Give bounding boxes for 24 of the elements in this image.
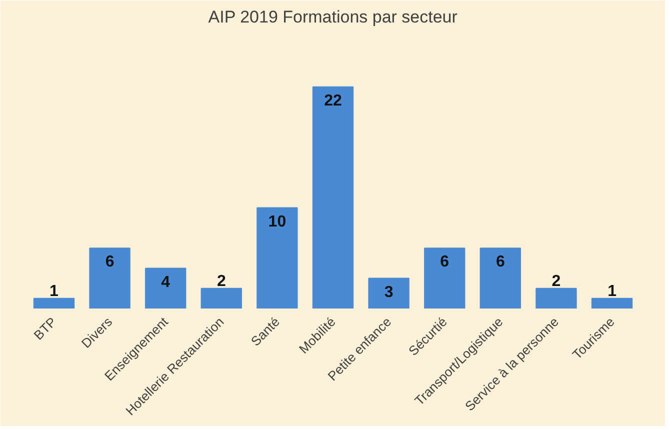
data-label: 6 <box>496 254 505 271</box>
data-label: 10 <box>268 213 286 230</box>
chart-title: AIP 2019 Formations par secteur <box>208 8 458 26</box>
bar <box>256 207 298 308</box>
data-label: 1 <box>50 283 59 300</box>
data-label: 4 <box>161 274 170 291</box>
x-tick-label: BTP <box>30 314 60 343</box>
bar <box>480 248 521 308</box>
data-label: 2 <box>552 273 561 290</box>
bar <box>536 288 577 308</box>
bar <box>145 268 186 308</box>
bar <box>200 288 242 308</box>
data-label: 3 <box>384 284 394 301</box>
bar <box>89 248 130 308</box>
bar <box>33 298 75 308</box>
bar <box>591 298 633 308</box>
bar <box>312 86 354 308</box>
data-label: 6 <box>105 254 114 271</box>
bar <box>424 248 466 308</box>
data-label: 6 <box>440 254 450 271</box>
data-label: 2 <box>216 273 226 290</box>
bar <box>368 278 410 308</box>
data-label: 22 <box>324 92 342 110</box>
data-label: 1 <box>608 283 617 300</box>
